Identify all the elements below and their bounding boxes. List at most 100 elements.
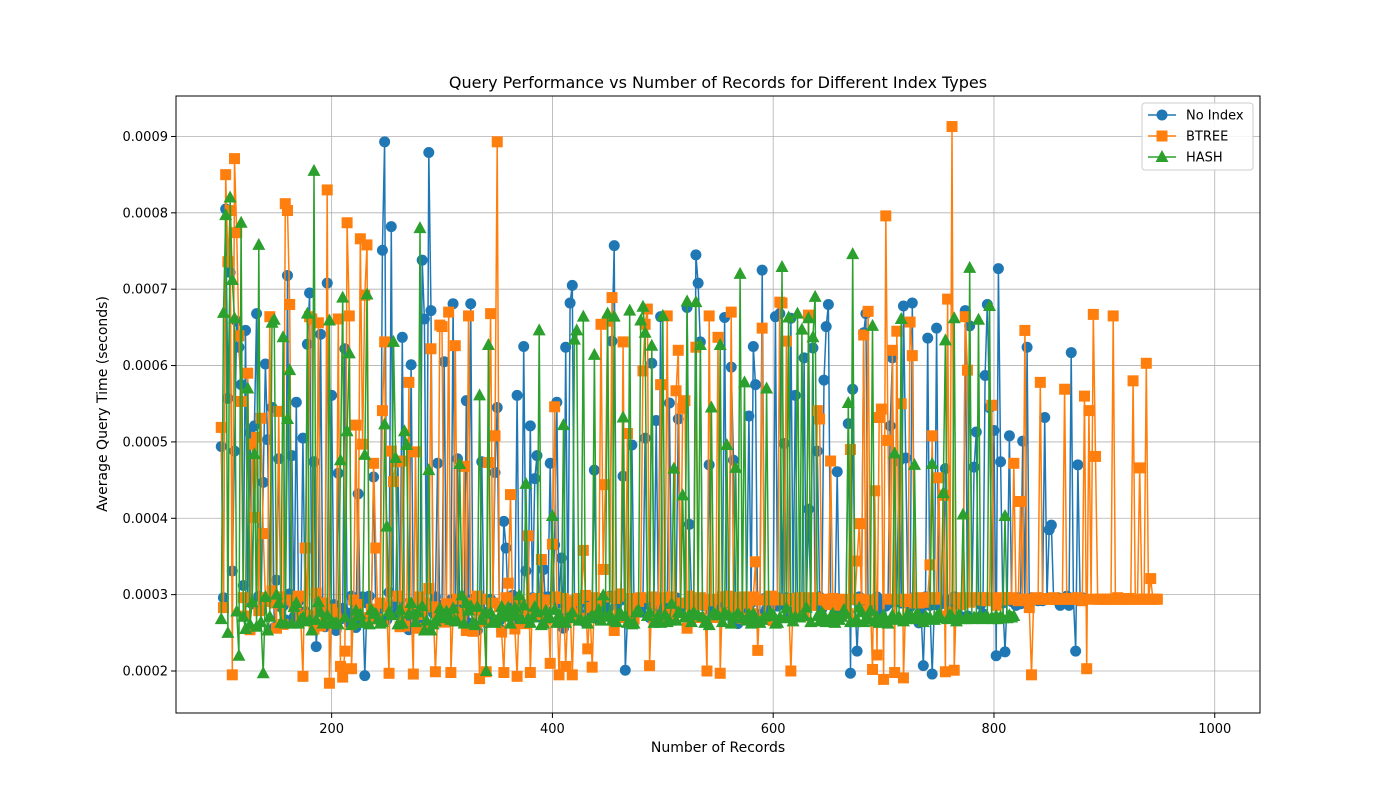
data-point [504, 489, 516, 501]
data-point [1008, 457, 1020, 469]
data-point [498, 667, 510, 679]
data-point [562, 602, 574, 614]
data-point [465, 298, 477, 310]
data-point [785, 665, 797, 677]
data-point [624, 602, 636, 614]
data-point [368, 457, 380, 469]
y-tick-label: 0.0003 [123, 588, 169, 603]
data-point [650, 594, 662, 606]
data-point [780, 335, 792, 347]
data-point [970, 426, 982, 438]
data-point [1134, 462, 1146, 474]
legend-box [1141, 102, 1254, 171]
data-point [576, 309, 590, 322]
data-point [645, 338, 659, 351]
data-point [524, 667, 536, 679]
data-point [415, 599, 429, 612]
data-point [690, 249, 702, 261]
data-point [679, 395, 691, 407]
y-tick-label: 0.0006 [123, 359, 169, 374]
data-point [268, 597, 280, 609]
data-point [379, 136, 391, 148]
data-point [256, 666, 270, 679]
data-point [619, 664, 631, 676]
data-point [632, 602, 646, 615]
data-point [234, 215, 248, 228]
data-point [544, 657, 556, 669]
data-point [720, 437, 734, 450]
data-point [637, 365, 649, 377]
data-point [321, 184, 333, 196]
data-point [228, 311, 242, 324]
data-point [255, 412, 267, 424]
data-point [858, 329, 870, 341]
data-point [357, 438, 369, 450]
data-point [217, 602, 229, 614]
data-point [384, 608, 398, 621]
data-point [314, 605, 328, 618]
data-point [487, 597, 499, 609]
data-point [432, 457, 444, 469]
data-point [797, 609, 811, 622]
y-tick-label: 0.0009 [123, 130, 169, 145]
data-point [409, 615, 423, 628]
data-point [871, 649, 883, 661]
data-point [888, 446, 902, 459]
data-point [961, 364, 973, 376]
data-point [403, 376, 415, 388]
data-point [389, 450, 403, 463]
data-point [485, 308, 497, 320]
data-point [1059, 383, 1071, 395]
data-point [557, 592, 569, 604]
data-point [902, 593, 914, 605]
data-point [933, 472, 945, 484]
y-tick-label: 0.0002 [123, 665, 169, 680]
data-point [725, 306, 737, 318]
data-point [623, 303, 637, 316]
data-point [475, 612, 489, 625]
data-point [470, 599, 484, 612]
data-point [1083, 405, 1095, 417]
data-point [608, 625, 620, 637]
data-point [582, 643, 594, 655]
data-point [304, 287, 316, 299]
data-point [1023, 602, 1035, 614]
data-point [979, 369, 991, 381]
data-point [938, 333, 952, 346]
legend-marker [1156, 130, 1168, 142]
data-point [524, 420, 536, 432]
data-point [729, 460, 743, 473]
data-point [416, 254, 428, 266]
data-point [809, 592, 821, 604]
data-point [379, 336, 391, 348]
data-point [608, 240, 620, 252]
data-point [897, 300, 909, 312]
data-point [1127, 375, 1139, 387]
data-point [947, 311, 961, 324]
data-point [799, 600, 813, 613]
data-point [922, 332, 934, 344]
data-point [803, 503, 815, 515]
data-point [860, 605, 872, 617]
data-point [474, 673, 486, 685]
data-point [241, 381, 255, 394]
data-point [245, 595, 259, 608]
data-point [775, 260, 789, 273]
data-point [1090, 450, 1102, 462]
data-point [425, 343, 437, 355]
data-point [235, 395, 247, 407]
data-point [577, 544, 589, 556]
data-point [566, 279, 578, 291]
data-point [1140, 357, 1152, 369]
data-point [711, 608, 725, 621]
data-point [672, 344, 684, 356]
data-point [650, 415, 662, 427]
data-point [297, 670, 309, 682]
y-axis-label: Average Query Time (seconds) [95, 296, 111, 512]
data-point [311, 595, 325, 608]
data-point [347, 615, 361, 628]
data-point [676, 488, 690, 501]
data-point [220, 169, 232, 181]
data-point [358, 447, 372, 460]
